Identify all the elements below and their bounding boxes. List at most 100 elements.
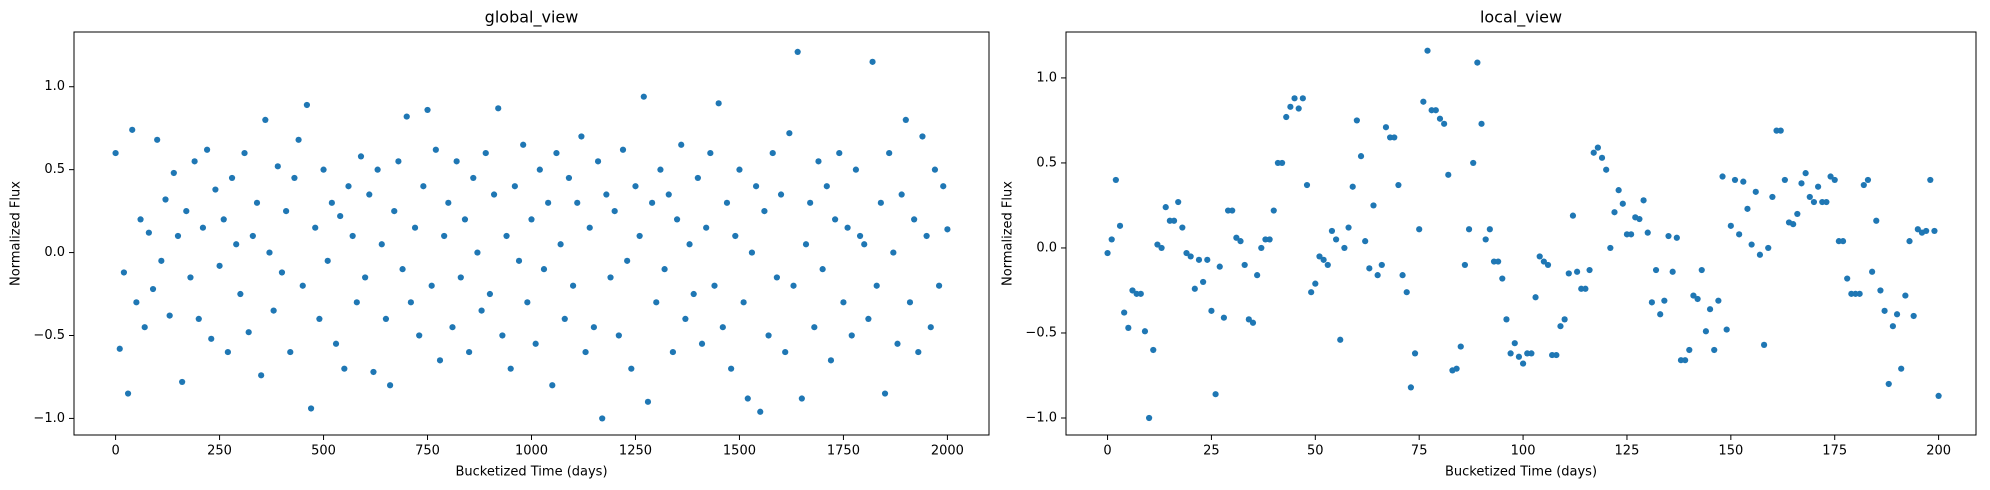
data-point — [811, 324, 818, 331]
data-point — [1204, 256, 1211, 263]
data-point — [1104, 249, 1111, 257]
data-point — [149, 285, 157, 293]
y-tick-label: 0.5 — [44, 162, 65, 177]
data-point — [1715, 297, 1722, 304]
x-tick-label: 1750 — [827, 444, 860, 459]
data-point — [582, 348, 589, 356]
data-point — [1640, 197, 1647, 204]
data-point — [565, 174, 573, 182]
data-point — [844, 224, 851, 231]
data-point — [1906, 238, 1913, 245]
data-point — [366, 191, 373, 198]
data-point — [1287, 103, 1294, 110]
data-point — [1844, 275, 1851, 282]
y-tick-label: −1.0 — [1025, 410, 1057, 425]
data-point — [757, 408, 764, 415]
data-point — [432, 146, 439, 153]
data-point — [449, 324, 456, 331]
data-point — [1856, 290, 1863, 297]
data-point — [1665, 232, 1672, 240]
data-point — [1441, 120, 1448, 127]
data-point — [782, 348, 789, 356]
data-point — [927, 324, 934, 331]
data-point — [1898, 365, 1905, 372]
data-point — [1923, 227, 1930, 235]
chart-title: local_view — [1480, 8, 1562, 28]
data-point — [590, 324, 597, 331]
x-tick-label: 50 — [1307, 444, 1324, 459]
data-point — [316, 315, 323, 323]
data-point — [703, 224, 710, 231]
data-point — [1594, 144, 1601, 151]
data-point — [819, 266, 826, 273]
data-point — [1569, 212, 1577, 219]
data-point — [495, 105, 502, 112]
data-point — [682, 315, 689, 323]
data-point — [698, 340, 706, 347]
data-point — [362, 274, 369, 281]
data-point — [740, 299, 747, 306]
data-point — [370, 368, 377, 376]
x-tick-label: 250 — [207, 444, 232, 459]
data-point — [624, 257, 631, 264]
data-point — [341, 365, 348, 372]
data-point — [407, 299, 414, 306]
data-point — [1765, 244, 1772, 252]
data-point — [303, 101, 311, 109]
data-point — [1798, 180, 1805, 187]
data-point — [852, 166, 860, 173]
data-point — [1619, 200, 1626, 207]
data-point — [258, 372, 265, 379]
data-point — [1453, 365, 1460, 372]
data-point — [1283, 113, 1290, 121]
data-point — [482, 149, 489, 157]
data-point — [403, 113, 410, 120]
data-point — [524, 299, 531, 306]
data-point — [474, 249, 481, 256]
data-point — [1586, 266, 1593, 274]
data-point — [1823, 198, 1830, 206]
data-point — [1590, 149, 1597, 156]
data-point — [337, 212, 344, 220]
data-point — [890, 249, 897, 256]
data-point — [515, 257, 523, 264]
data-point — [191, 158, 198, 165]
data-point — [898, 191, 905, 198]
data-point — [1362, 238, 1369, 245]
data-point — [881, 390, 889, 397]
data-point — [736, 166, 743, 173]
data-point — [445, 199, 452, 206]
data-point — [765, 332, 772, 339]
data-point — [919, 133, 926, 140]
data-point — [1258, 244, 1265, 252]
data-point — [1864, 176, 1872, 184]
data-point — [212, 186, 219, 193]
data-point — [224, 348, 231, 356]
data-point — [536, 166, 543, 173]
data-point — [208, 335, 215, 342]
data-point — [1839, 238, 1847, 245]
data-point — [1154, 241, 1161, 248]
data-point — [324, 257, 331, 264]
data-point — [1208, 307, 1215, 314]
data-point — [1337, 336, 1344, 343]
data-point — [386, 382, 394, 389]
data-point — [1573, 268, 1581, 275]
x-tick-label: 175 — [1822, 444, 1847, 459]
data-point — [270, 307, 277, 314]
data-point — [1731, 176, 1739, 184]
data-point — [216, 262, 223, 269]
data-point — [158, 257, 165, 264]
data-point — [594, 158, 602, 165]
data-point — [1636, 215, 1643, 223]
data-point — [528, 216, 535, 223]
y-tick-label: 0.0 — [1036, 240, 1057, 255]
data-point — [1815, 183, 1822, 190]
data-point — [1416, 226, 1423, 233]
data-point — [694, 174, 701, 182]
data-point — [1328, 227, 1336, 235]
data-point — [1727, 222, 1734, 229]
data-point — [1370, 202, 1377, 209]
y-tick-label: 1.0 — [44, 79, 65, 94]
data-point — [1873, 217, 1880, 224]
